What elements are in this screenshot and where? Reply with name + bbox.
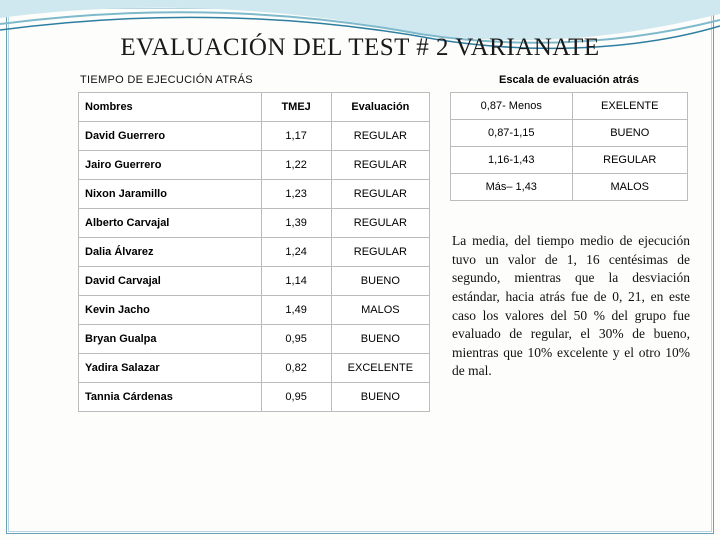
cell-name: Bryan Gualpa	[79, 325, 262, 354]
cell-label: REGULAR	[572, 147, 687, 174]
cell-name: David Guerrero	[79, 122, 262, 151]
table-row: Bryan Gualpa0,95BUENO	[79, 325, 430, 354]
cell-name: Alberto Carvajal	[79, 209, 262, 238]
header-tmej: TMEJ	[261, 93, 331, 122]
table-row: 1,16-1,43REGULAR	[451, 147, 688, 174]
cell-tmej: 1,14	[261, 267, 331, 296]
cell-eval: REGULAR	[331, 122, 429, 151]
cell-eval: BUENO	[331, 325, 429, 354]
cell-eval: BUENO	[331, 267, 429, 296]
cell-range: Más– 1,43	[451, 174, 573, 201]
scale-table-block: Escala de evaluación atrás 0,87- MenosEX…	[450, 70, 688, 201]
cell-tmej: 1,17	[261, 122, 331, 151]
cell-tmej: 0,82	[261, 354, 331, 383]
cell-range: 0,87-1,15	[451, 120, 573, 147]
table-header-row: Nombres TMEJ Evaluación	[79, 93, 430, 122]
cell-label: MALOS	[572, 174, 687, 201]
table-row: 0,87-1,15BUENO	[451, 120, 688, 147]
cell-tmej: 1,24	[261, 238, 331, 267]
cell-eval: REGULAR	[331, 209, 429, 238]
cell-name: Jairo Guerrero	[79, 151, 262, 180]
execution-time-table: Nombres TMEJ Evaluación David Guerrero1,…	[78, 92, 430, 412]
cell-name: David Carvajal	[79, 267, 262, 296]
cell-name: Yadira Salazar	[79, 354, 262, 383]
left-table-caption: TIEMPO DE EJECUCIÓN ATRÁS	[78, 70, 430, 92]
cell-eval: BUENO	[331, 383, 429, 412]
cell-range: 1,16-1,43	[451, 147, 573, 174]
table-row: Jairo Guerrero1,22REGULAR	[79, 151, 430, 180]
cell-eval: REGULAR	[331, 151, 429, 180]
table-row: Yadira Salazar0,82EXCELENTE	[79, 354, 430, 383]
cell-range: 0,87- Menos	[451, 93, 573, 120]
cell-name: Nixon Jaramillo	[79, 180, 262, 209]
cell-eval: REGULAR	[331, 238, 429, 267]
scale-table: 0,87- MenosEXELENTE0,87-1,15BUENO1,16-1,…	[450, 92, 688, 201]
cell-name: Kevin Jacho	[79, 296, 262, 325]
cell-tmej: 0,95	[261, 383, 331, 412]
cell-name: Dalia Álvarez	[79, 238, 262, 267]
cell-tmej: 1,39	[261, 209, 331, 238]
cell-tmej: 1,22	[261, 151, 331, 180]
table-row: Kevin Jacho1,49MALOS	[79, 296, 430, 325]
cell-label: BUENO	[572, 120, 687, 147]
summary-paragraph: La media, del tiempo medio de ejecución …	[452, 232, 690, 381]
cell-eval: EXCELENTE	[331, 354, 429, 383]
table-row: Alberto Carvajal1,39REGULAR	[79, 209, 430, 238]
header-name: Nombres	[79, 93, 262, 122]
table-row: David Guerrero1,17REGULAR	[79, 122, 430, 151]
table-row: Tannia Cárdenas0,95BUENO	[79, 383, 430, 412]
cell-name: Tannia Cárdenas	[79, 383, 262, 412]
cell-eval: REGULAR	[331, 180, 429, 209]
right-table-caption: Escala de evaluación atrás	[450, 70, 688, 92]
table-row: Más– 1,43MALOS	[451, 174, 688, 201]
cell-eval: MALOS	[331, 296, 429, 325]
cell-label: EXELENTE	[572, 93, 687, 120]
execution-time-table-block: TIEMPO DE EJECUCIÓN ATRÁS Nombres TMEJ E…	[78, 70, 430, 412]
table-row: Nixon Jaramillo1,23REGULAR	[79, 180, 430, 209]
cell-tmej: 1,49	[261, 296, 331, 325]
cell-tmej: 0,95	[261, 325, 331, 354]
table-row: David Carvajal1,14BUENO	[79, 267, 430, 296]
cell-tmej: 1,23	[261, 180, 331, 209]
table-row: 0,87- MenosEXELENTE	[451, 93, 688, 120]
table-row: Dalia Álvarez1,24REGULAR	[79, 238, 430, 267]
slide-title: EVALUACIÓN DEL TEST # 2 VARIANATE	[0, 34, 720, 62]
header-eval: Evaluación	[331, 93, 429, 122]
